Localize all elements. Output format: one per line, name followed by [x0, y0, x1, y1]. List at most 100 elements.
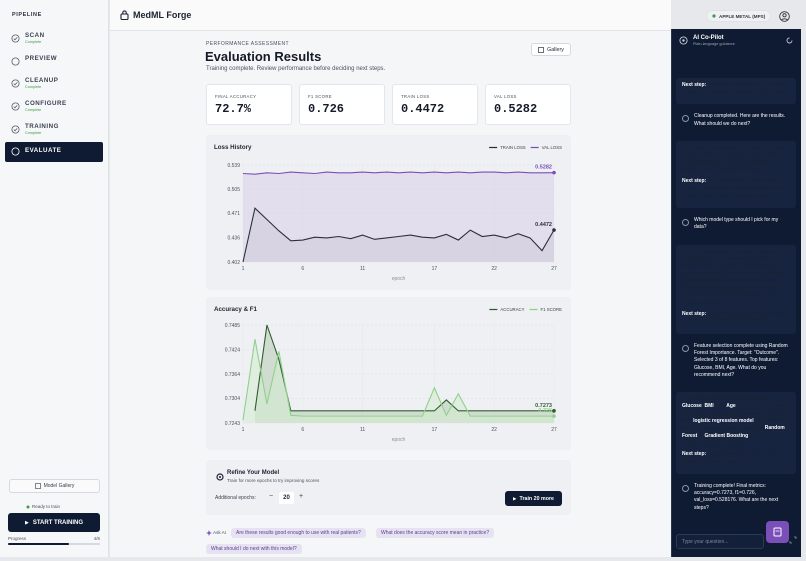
icon: [13, 128, 18, 132]
x-tick-label: 22: [491, 427, 497, 433]
decrement-button[interactable]: −: [269, 493, 274, 500]
step-status: Complete: [25, 131, 42, 135]
metric-label: F1 SCORE: [308, 94, 332, 99]
chart-title: Loss History: [214, 144, 252, 151]
page-subtitle: Training complete. Review performance be…: [206, 66, 386, 72]
text: Feature selection complete using Random …: [694, 342, 788, 378]
model-gallery-button[interactable]: Model Gallery: [9, 479, 100, 493]
start-training-button[interactable]: ▶ START TRAINING: [8, 513, 100, 532]
text: Try training a Random Forest model and s…: [682, 311, 788, 325]
area: [243, 339, 554, 423]
pipeline-step[interactable]: TRAINING Complete: [5, 120, 103, 140]
step-icon: [11, 79, 20, 88]
suggestion-chip[interactable]: What does the accuracy score mean in pra…: [376, 528, 495, 538]
x-tick-label: 22: [491, 266, 497, 272]
icon: [11, 79, 20, 88]
pipeline-step[interactable]: PREVIEW: [5, 52, 103, 72]
paragraph: Great job on selecting the top features:…: [682, 396, 790, 447]
paragraph: For your dataset with 8 numeric columns …: [682, 249, 790, 307]
icon: [11, 147, 20, 156]
metric-label: TRAIN LOSS: [401, 94, 430, 99]
line: [254, 324, 554, 412]
copilot-title: AI Co-Pilot: [693, 35, 724, 41]
ai-message: Next step: explore the distribution of t…: [676, 77, 796, 105]
expand-icon[interactable]: [789, 536, 797, 544]
end-point: [552, 228, 556, 232]
step-status: Complete: [25, 108, 42, 112]
text: Cleanup completed. Here are the results.…: [694, 113, 786, 127]
train-more-button[interactable]: ▶ Train 20 more: [505, 491, 562, 506]
gallery-button[interactable]: Gallery: [531, 43, 571, 56]
text: BMI: [704, 403, 714, 410]
metric-value: 0.726: [308, 102, 345, 116]
message-list: Next step: explore the distribution of t…: [676, 52, 796, 518]
y-tick-label: 0.436: [227, 236, 240, 242]
text: . Next, focus on refining your model. Co…: [682, 403, 789, 425]
pipeline-step[interactable]: SCAN Complete: [5, 29, 103, 49]
pipeline-step[interactable]: EVALUATE: [5, 142, 103, 162]
y-tick-label: 0.7485: [225, 323, 241, 329]
chart-title: Accuracy & F1: [214, 306, 258, 313]
x-tick-label: 17: [432, 427, 438, 433]
icon: [11, 102, 20, 111]
dot: [712, 14, 716, 18]
metric-value: 0.4472: [401, 102, 445, 116]
paragraph: Training complete! Final metrics: accura…: [694, 483, 792, 512]
y-tick-label: 0.539: [227, 163, 240, 169]
text: explore the distribution of the target v…: [682, 81, 786, 96]
suggestion-chip[interactable]: What should I do next with this model?: [206, 544, 302, 554]
text: or: [697, 432, 705, 439]
pipeline-step[interactable]: CONFIGURE Complete: [5, 97, 103, 117]
increment-button[interactable]: +: [299, 493, 304, 500]
label: APPLE METAL (MPS): [719, 13, 766, 19]
end-point: [552, 170, 556, 175]
metric-card: VAL LOSS 0.5282: [485, 84, 571, 125]
text: Next step:: [682, 178, 707, 185]
question-input[interactable]: Type your question...: [676, 534, 764, 549]
refresh-icon[interactable]: [786, 37, 793, 44]
app-name: MedML Forge: [133, 10, 192, 20]
icon: [538, 46, 544, 53]
step-label: TRAINING: [25, 123, 59, 130]
metric-card: F1 SCORE 0.726: [299, 84, 385, 125]
x-tick-label: 27: [551, 427, 557, 433]
paragraph: Next step: Train the model using the set…: [682, 178, 790, 200]
suggestion-chip[interactable]: Are these results good enough to use wit…: [231, 528, 366, 538]
copilot-subtitle: Plain-language guidance: [693, 42, 735, 46]
text: Next step:: [682, 451, 707, 458]
epochs-value[interactable]: 20: [279, 492, 294, 504]
paragraph: Cleanup completed. Here are the results.…: [694, 113, 792, 128]
ai-message: For your dataset with 8 numeric columns …: [676, 244, 796, 334]
text: Train the model using the settings provi…: [682, 178, 783, 199]
text: Gradient Boosting: [704, 432, 749, 439]
x-tick-label: 6: [301, 427, 304, 433]
x-tick-label: 6: [301, 266, 304, 272]
step-icon: [11, 102, 20, 111]
pipeline-step[interactable]: CLEANUP Complete: [5, 74, 103, 94]
end-label: 0.5282: [535, 165, 552, 171]
ready-text: Ready to train: [32, 504, 61, 509]
legend-label: VAL LOSS: [542, 145, 562, 150]
paragraph: Great job! The dataset is clean and read…: [682, 145, 790, 174]
step-icon: [11, 34, 20, 43]
ai-message: Great job on selecting the top features:…: [676, 392, 796, 474]
text: Which model type should I pick for my da…: [694, 217, 779, 231]
step-icon: [11, 57, 20, 66]
text: Hyperparameter tuning for your logistic …: [682, 451, 778, 465]
text: Next step:: [682, 81, 707, 88]
icon: [13, 105, 18, 109]
user-icon[interactable]: [779, 11, 790, 22]
x-tick-label: 11: [360, 427, 365, 433]
x-tick-label: 11: [360, 266, 365, 272]
text: Training complete! Final metrics: accura…: [694, 482, 779, 511]
icon: [11, 125, 20, 134]
refine-card: [206, 460, 571, 515]
send-button[interactable]: [766, 521, 789, 543]
x-tick-label: 1: [242, 266, 245, 272]
step-status: Complete: [25, 85, 42, 89]
device-badge: APPLE METAL (MPS): [706, 10, 772, 22]
icon: [13, 37, 18, 41]
line: [242, 207, 555, 263]
epochs-label: Additional epochs:: [215, 495, 256, 501]
